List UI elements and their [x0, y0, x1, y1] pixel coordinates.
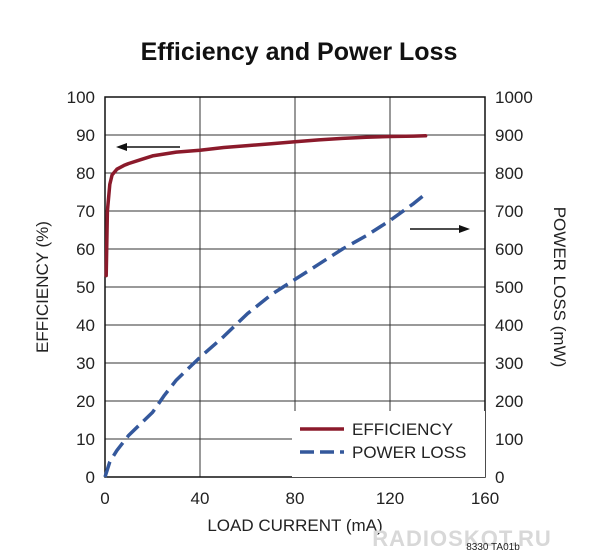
series-layer — [103, 134, 428, 478]
x-tick-label: 120 — [376, 489, 404, 508]
right-y-tick-label: 0 — [495, 468, 504, 487]
x-tick-label: 40 — [191, 489, 210, 508]
power-loss-axis-arrow — [410, 225, 470, 233]
x-ticks: 0 40 80 120 160 — [100, 489, 499, 508]
x-tick-label: 0 — [100, 489, 109, 508]
right-y-tick-label: 1000 — [495, 88, 533, 107]
left-y-tick-label: 0 — [86, 468, 95, 487]
legend-power-loss-label: POWER LOSS — [352, 443, 466, 462]
grid — [105, 97, 485, 477]
left-ticks: 0 10 20 30 40 50 60 70 80 90 100 — [67, 88, 95, 487]
legend-efficiency-label: EFFICIENCY — [352, 420, 453, 439]
right-y-tick-label: 700 — [495, 202, 523, 221]
left-y-tick-label: 10 — [76, 430, 95, 449]
right-y-tick-label: 900 — [495, 126, 523, 145]
left-y-tick-label: 60 — [76, 240, 95, 259]
right-y-tick-label: 400 — [495, 316, 523, 335]
left-y-tick-label: 70 — [76, 202, 95, 221]
right-y-tick-label: 600 — [495, 240, 523, 259]
chart-title: Efficiency and Power Loss — [141, 38, 458, 66]
right-y-tick-label: 200 — [495, 392, 523, 411]
left-y-tick-label: 80 — [76, 164, 95, 183]
right-y-tick-label: 500 — [495, 278, 523, 297]
left-y-tick-label: 50 — [76, 278, 95, 297]
right-y-axis-label: POWER LOSS (mW) — [550, 207, 569, 368]
left-y-tick-label: 40 — [76, 316, 95, 335]
left-y-tick-label: 90 — [76, 126, 95, 145]
legend: EFFICIENCY POWER LOSS — [292, 411, 485, 477]
x-axis-label: LOAD CURRENT (mA) — [207, 516, 382, 535]
efficiency-axis-arrow — [116, 143, 180, 151]
legend-box — [292, 411, 485, 477]
left-y-tick-label: 100 — [67, 88, 95, 107]
left-y-axis-label: EFFICIENCY (%) — [33, 221, 52, 353]
right-ticks: 0 100 200 300 400 500 600 700 800 900 1000 — [495, 88, 533, 487]
series-line-efficiency — [104, 134, 428, 278]
left-y-tick-label: 20 — [76, 392, 95, 411]
right-y-tick-label: 100 — [495, 430, 523, 449]
left-y-tick-label: 30 — [76, 354, 95, 373]
figure-code: 8330 TA01b — [466, 542, 520, 553]
x-tick-label: 160 — [471, 489, 499, 508]
watermark: RADIOSKOT.RU — [372, 526, 551, 551]
right-y-tick-label: 300 — [495, 354, 523, 373]
series-line-power-loss — [103, 192, 427, 478]
right-y-tick-label: 800 — [495, 164, 523, 183]
x-tick-label: 80 — [286, 489, 305, 508]
